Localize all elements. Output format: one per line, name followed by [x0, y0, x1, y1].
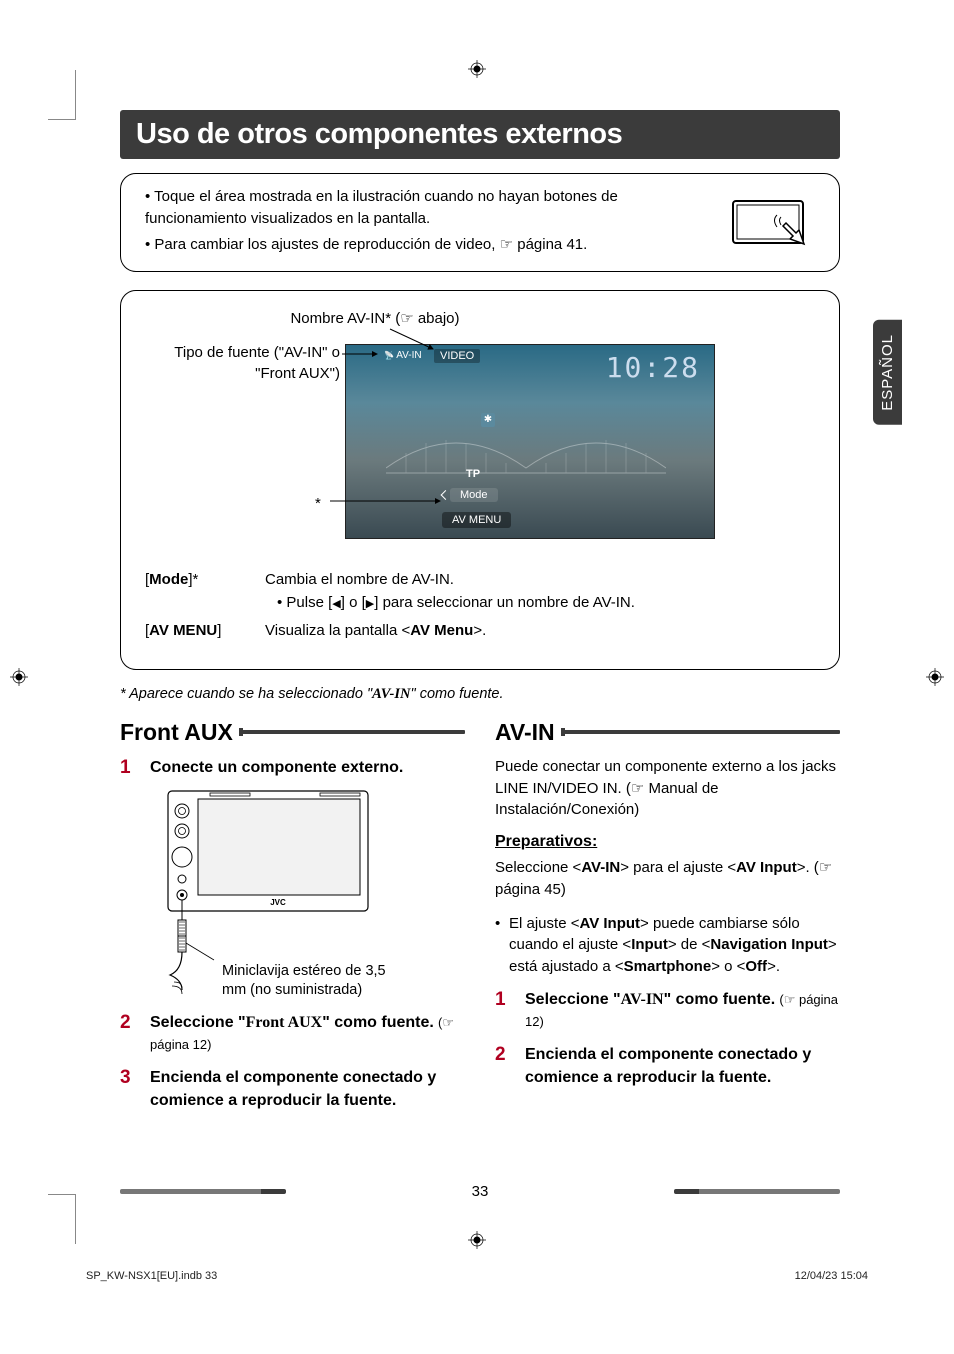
preparations-heading: Preparativos:	[495, 833, 840, 851]
diagram-panel: Nombre AV-IN* (☞ abajo) Tipo de fuente (…	[120, 290, 840, 670]
screen-mode-button: Mode	[450, 488, 498, 502]
step-item: Encienda el componente conectado y comie…	[120, 1066, 465, 1112]
page-title: Uso de otros componentes externos	[136, 118, 824, 151]
definition-value: Visualiza la pantalla <AV Menu>.	[265, 620, 815, 649]
touch-screen-icon	[731, 195, 821, 251]
intro-paragraph: Puede conectar un componente externo a l…	[495, 756, 840, 821]
step-item: Seleccione "AV-IN" como fuente. (☞ págin…	[495, 988, 840, 1033]
bridge-illustration-icon	[386, 428, 666, 478]
registration-mark-icon	[10, 668, 28, 686]
language-tab: ESPAÑOL	[873, 320, 902, 425]
device-screen-illustration: 10:28 📡 AV-IN VIDEO ✱ TP Mode AV MENU	[345, 344, 715, 539]
step-item: Encienda el componente conectado y comie…	[495, 1043, 840, 1089]
callout-sourcetype: Tipo de fuente ("AV-IN" o "Front AUX")	[140, 343, 340, 384]
registration-mark-icon	[926, 668, 944, 686]
screen-tp-label: TP	[466, 468, 480, 480]
screen-video-label: VIDEO	[434, 349, 480, 363]
step-item: Seleccione "Front AUX" como fuente. (☞ p…	[120, 1011, 465, 1056]
footnote: * Aparece cuando se ha seleccionado "AV-…	[120, 686, 840, 703]
crop-corner-icon	[48, 1194, 76, 1244]
svg-text:JVC: JVC	[270, 898, 286, 907]
preparations-paragraph: Seleccione <AV-IN> para el ajuste <AV In…	[495, 857, 840, 901]
note-item: Para cambiar los ajustes de reproducción…	[145, 234, 711, 256]
print-metadata: SP_KW-NSX1[EU].indb 33 12/04/23 15:04	[86, 1270, 868, 1282]
definition-key: [[Mode]*Mode]*	[145, 569, 265, 620]
definition-key: [AV MENU]	[145, 620, 265, 649]
page-number: 33	[472, 1183, 489, 1200]
bullet-item: El ajuste <AV Input> puede cambiarse sól…	[495, 913, 840, 978]
section-title-bar: Uso de otros componentes externos	[120, 110, 840, 159]
registration-mark-icon	[468, 60, 486, 78]
screen-avin-label: 📡 AV-IN	[384, 350, 422, 361]
meta-filename: SP_KW-NSX1[EU].indb 33	[86, 1270, 217, 1282]
callout-asterisk: *	[315, 494, 335, 514]
meta-timestamp: 12/04/23 15:04	[795, 1270, 868, 1282]
note-box: Toque el área mostrada en la ilustración…	[120, 173, 840, 272]
note-item: Toque el área mostrada en la ilustración…	[145, 186, 711, 230]
callout-avname: Nombre AV-IN* (☞ abajo)	[230, 309, 520, 329]
definition-value: Cambia el nombre de AV-IN. Pulse [◀] o […	[265, 569, 815, 620]
section-heading-avin: AV-IN	[495, 719, 840, 746]
section-heading-frontaux: Front AUX	[120, 719, 465, 746]
crop-corner-icon	[48, 70, 76, 120]
step-item: Conecte un componente externo.	[120, 756, 465, 1001]
bluetooth-icon: ✱	[481, 413, 495, 427]
screen-avmenu-button: AV MENU	[442, 512, 511, 528]
screen-clock: 10:28	[606, 351, 700, 384]
page-footer: 33	[120, 1183, 840, 1200]
registration-mark-icon	[468, 1231, 486, 1249]
